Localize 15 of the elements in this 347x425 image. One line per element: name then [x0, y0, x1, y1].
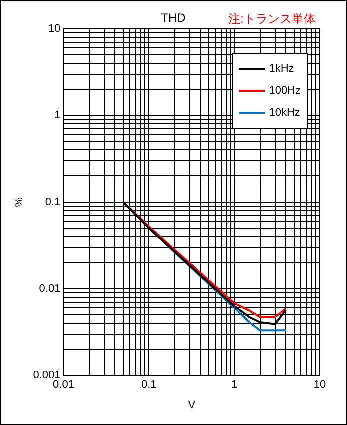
- x-tick-label: 0.1: [142, 379, 157, 392]
- y-axis-title: %: [14, 197, 26, 208]
- chart-title: THD: [161, 11, 186, 25]
- y-tick-label: 1: [54, 110, 61, 122]
- legend-label: 10kHz: [269, 107, 300, 119]
- x-tick-label: 1: [232, 379, 238, 392]
- legend-label: 100Hz: [269, 85, 301, 97]
- x-tick-label: 10: [314, 379, 326, 392]
- x-axis-title: V: [188, 399, 196, 412]
- text: 注:トランス単体: [228, 11, 316, 28]
- legend-label: 1kHz: [269, 63, 294, 75]
- y-tick-label: 0.1: [45, 196, 61, 208]
- y-tick-label: 10: [48, 23, 61, 36]
- y-tick-label: 0.01: [39, 282, 61, 295]
- y-tick-label: 0.001: [33, 370, 61, 382]
